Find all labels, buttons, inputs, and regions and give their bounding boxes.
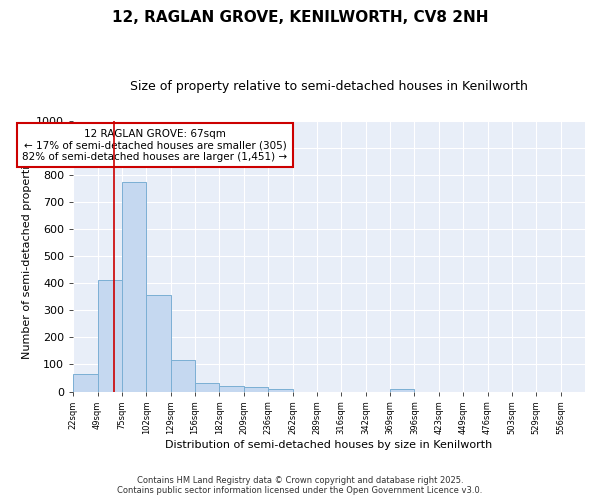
Bar <box>244 386 268 392</box>
Text: 12 RAGLAN GROVE: 67sqm
← 17% of semi-detached houses are smaller (305)
82% of se: 12 RAGLAN GROVE: 67sqm ← 17% of semi-det… <box>22 128 287 162</box>
Bar <box>390 390 415 392</box>
X-axis label: Distribution of semi-detached houses by size in Kenilworth: Distribution of semi-detached houses by … <box>166 440 493 450</box>
Text: Contains HM Land Registry data © Crown copyright and database right 2025.
Contai: Contains HM Land Registry data © Crown c… <box>118 476 482 495</box>
Bar <box>170 360 195 392</box>
Title: Size of property relative to semi-detached houses in Kenilworth: Size of property relative to semi-detach… <box>130 80 528 93</box>
Bar <box>146 296 170 392</box>
Bar <box>195 382 220 392</box>
Y-axis label: Number of semi-detached properties: Number of semi-detached properties <box>22 153 32 359</box>
Text: 12, RAGLAN GROVE, KENILWORTH, CV8 2NH: 12, RAGLAN GROVE, KENILWORTH, CV8 2NH <box>112 10 488 25</box>
Bar <box>98 280 122 392</box>
Bar <box>122 182 146 392</box>
Bar <box>268 389 293 392</box>
Bar <box>73 374 98 392</box>
Bar <box>220 386 244 392</box>
